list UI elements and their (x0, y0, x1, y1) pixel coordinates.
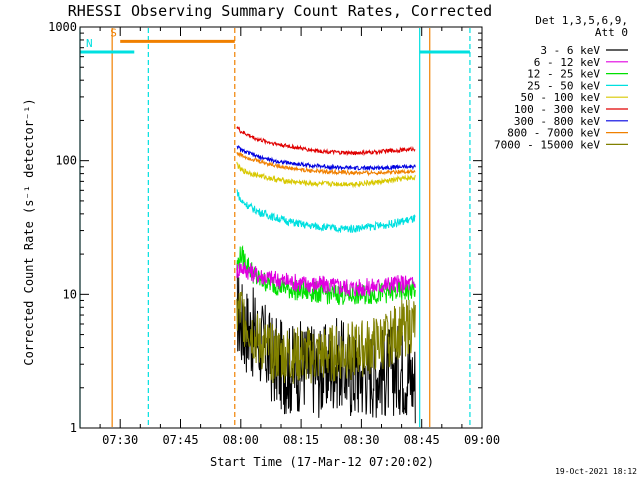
x-axis-label: Start Time (17-Mar-12 07:20:02) (210, 455, 434, 469)
series-line-4 (236, 161, 416, 189)
legend-label-7: 800 - 7000 keV (507, 127, 600, 140)
series-line-3 (236, 189, 416, 234)
x-tick-label-1: 07:45 (162, 433, 198, 447)
y-tick-label-2: 100 (55, 154, 77, 168)
x-tick-label-3: 08:15 (283, 433, 319, 447)
x-tick-label-6: 09:00 (464, 433, 500, 447)
y-tick-label-3: 1000 (48, 20, 77, 34)
y-axis-label: Corrected Count Rate (s⁻¹ detector⁻¹) (22, 98, 36, 365)
legend-header-1: Att 0 (595, 26, 628, 39)
series-line-6 (236, 144, 416, 172)
legend-label-0: 3 - 6 keV (540, 44, 600, 57)
legend-header-0: Det 1,3,5,6,9, (535, 14, 628, 27)
footer-timestamp: 19-Oct-2021 18:12 (555, 467, 637, 476)
plot-area: SN (79, 26, 471, 427)
y-tick-label-1: 10 (63, 287, 77, 301)
series-line-0 (236, 268, 416, 424)
x-tick-label-2: 08:00 (223, 433, 259, 447)
series-line-7 (236, 151, 416, 177)
series-line-5 (236, 125, 416, 157)
legend-label-4: 50 - 100 keV (521, 91, 601, 104)
legend-label-6: 300 - 800 keV (514, 115, 600, 128)
series-line-2 (236, 244, 416, 306)
legend-label-2: 12 - 25 keV (527, 68, 600, 81)
flag-label-0: S (110, 26, 117, 39)
legend-label-1: 6 - 12 keV (534, 56, 601, 69)
axes: 1 10 100 1000 07:30 07:45 08:00 08:15 08:30 08:45… (48, 20, 500, 447)
series-line-8 (236, 291, 416, 384)
x-tick-label-4: 08:30 (343, 433, 379, 447)
chart-title: RHESSI Observing Summary Count Rates, Co… (68, 2, 492, 20)
flag-label-1: N (86, 37, 93, 50)
x-tick-label-0: 07:30 (102, 433, 138, 447)
legend-label-3: 25 - 50 keV (527, 79, 600, 92)
y-tick-label-0: 1 (70, 421, 77, 435)
series-line-1 (236, 262, 416, 297)
x-tick-label-5: 08:45 (404, 433, 440, 447)
legend-label-8: 7000 - 15000 keV (494, 138, 600, 151)
legend-label-5: 100 - 300 keV (514, 103, 600, 116)
